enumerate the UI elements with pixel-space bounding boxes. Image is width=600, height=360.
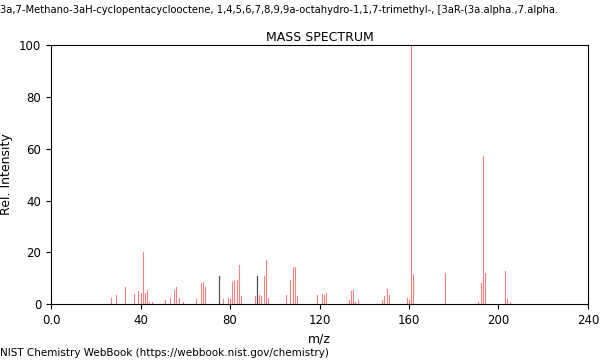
- Text: 3a,7-Methano-3aH-cyclopentacyclooctene, 1,4,5,6,7,8,9,9a-octahydro-1,1,7-trimeth: 3a,7-Methano-3aH-cyclopentacyclooctene, …: [0, 5, 558, 15]
- X-axis label: m/z: m/z: [308, 333, 331, 346]
- Text: NIST Chemistry WebBook (https://webbook.nist.gov/chemistry): NIST Chemistry WebBook (https://webbook.…: [0, 348, 329, 358]
- Y-axis label: Rel. Intensity: Rel. Intensity: [1, 134, 13, 216]
- Title: MASS SPECTRUM: MASS SPECTRUM: [266, 31, 373, 44]
